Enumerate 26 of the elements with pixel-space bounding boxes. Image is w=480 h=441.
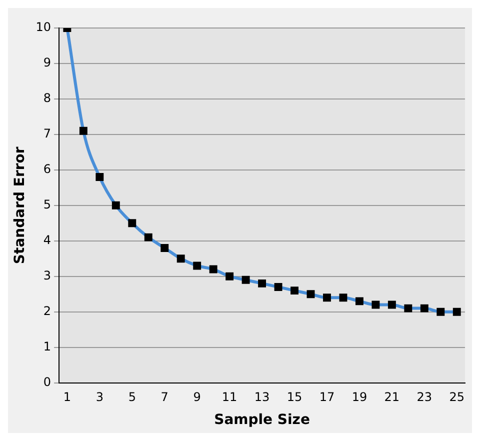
x-tick-label: 1: [63, 390, 72, 404]
x-tick-label: 21: [384, 390, 400, 404]
x-tick-label: 7: [160, 390, 168, 404]
y-tick-label: 3: [43, 268, 52, 282]
y-tick-label: 0: [43, 374, 52, 389]
x-tick-label: 9: [193, 390, 201, 404]
y-tick-label: 4: [43, 233, 52, 248]
y-tick-label: 9: [43, 56, 52, 70]
y-tick-label: 1: [43, 339, 52, 354]
x-tick-label: 17: [319, 390, 335, 404]
y-tick-label: 5: [43, 198, 52, 212]
x-tick-label: 13: [254, 390, 270, 404]
y-tick-label: 6: [43, 162, 52, 176]
x-tick-label: 25: [449, 390, 465, 404]
x-tick-label: 5: [128, 390, 136, 404]
y-tick-label: 10: [36, 20, 52, 34]
x-axis-title: Sample Size: [214, 412, 310, 428]
y-axis-title: Standard Error: [12, 146, 28, 264]
x-tick-label: 23: [416, 390, 432, 404]
x-tick-label: 15: [286, 390, 302, 404]
x-tick-label: 11: [222, 390, 238, 404]
x-tick-label: 19: [352, 390, 368, 404]
y-tick-label: 8: [43, 91, 52, 106]
y-tick-label: 7: [43, 126, 52, 141]
y-tick-label: 2: [43, 304, 52, 318]
x-tick-label: 3: [96, 390, 104, 404]
